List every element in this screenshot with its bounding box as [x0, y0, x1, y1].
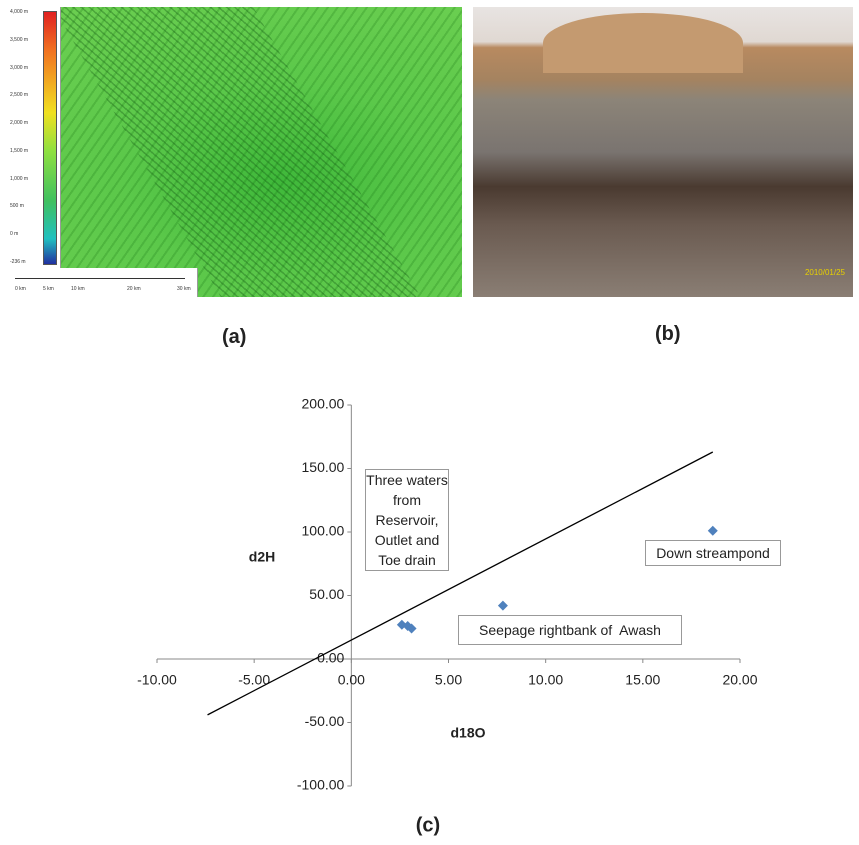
y-tick-label: 200.00	[302, 396, 345, 412]
legend-label: -236 m	[10, 259, 26, 265]
x-tick-label: -10.00	[137, 672, 177, 688]
x-tick-label: 15.00	[625, 672, 660, 688]
legend-label: 3,000 m	[10, 64, 29, 71]
y-tick-label: 100.00	[302, 523, 345, 539]
x-axis-label: d18O	[450, 725, 485, 741]
y-axis-label: d2H	[249, 549, 275, 565]
y-tick-label: 50.00	[309, 586, 344, 602]
y-tick-label: 0.00	[317, 650, 344, 666]
point	[497, 600, 508, 611]
chart-caption: (c)	[416, 814, 440, 836]
annotation: Down streampond	[645, 540, 781, 566]
photo: 2010/01/25	[473, 7, 853, 297]
legend-label: 1,000 m	[10, 175, 29, 182]
scale-label: 5 km	[43, 286, 54, 292]
color-bar	[43, 11, 57, 265]
point	[707, 525, 718, 536]
y-tick-label: -50.00	[305, 713, 345, 729]
elevation-legend: 4,000 m 3,500 m 3,000 m 2,500 m 2,000 m 1,500…	[7, 7, 61, 269]
legend-label: 3,500 m	[10, 36, 29, 43]
annotation: Seepage rightbank of Awash	[458, 615, 682, 645]
annotation: Three waters from Reservoir, Outlet and …	[365, 469, 449, 571]
scale-label: 10 km	[71, 286, 85, 292]
point	[406, 623, 417, 634]
legend-label: 500 m	[10, 203, 24, 210]
x-tick-label: 5.00	[435, 672, 462, 688]
trendline	[207, 451, 714, 716]
y-tick-label: -100.00	[297, 777, 345, 793]
date-stamp: 2010/01/25	[804, 268, 845, 277]
scale-bar: 0 km 5 km 10 km 20 km 30 km	[7, 268, 198, 297]
scale-label: 0 km	[15, 286, 26, 292]
legend-label: 2,000 m	[10, 120, 29, 127]
x-tick-label: -5.00	[238, 672, 270, 688]
x-tick-label: 10.00	[528, 672, 563, 688]
panel-label: (b)	[655, 323, 681, 345]
scale-label: 20 km	[127, 286, 141, 292]
x-tick-label: 20.00	[722, 672, 757, 688]
y-tick-label: 150.00	[302, 459, 345, 475]
panel-label: (a)	[222, 326, 247, 348]
legend-label: 1,500 m	[10, 147, 29, 154]
elevation-map: 4,000 m 3,500 m 3,000 m 2,500 m 2,000 m 1,500…	[7, 7, 462, 297]
hill	[543, 13, 743, 73]
legend-label: 2,500 m	[10, 92, 29, 99]
scale-line	[15, 278, 185, 279]
legend-label: 0 m	[10, 231, 19, 238]
scale-label: 30 km	[177, 286, 191, 292]
legend-label: 4,000 m	[10, 9, 29, 15]
x-tick-label: 0.00	[338, 672, 365, 688]
